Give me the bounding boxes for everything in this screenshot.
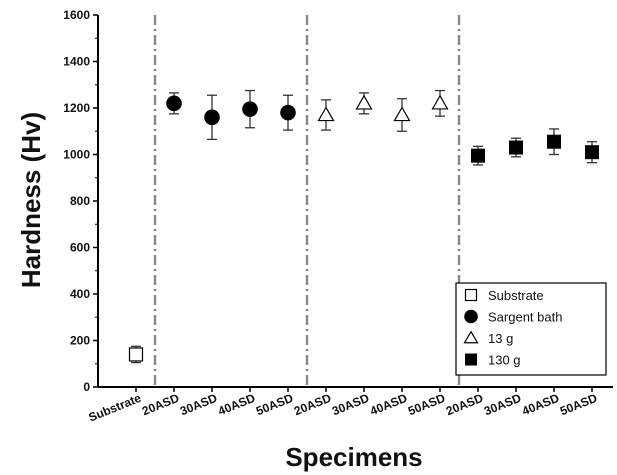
data-point [128,347,144,362]
data-point [471,148,485,163]
x-tick-label: 40ASD [520,391,561,419]
data-point [355,94,373,110]
x-tick-label: 20ASD [444,391,485,419]
data-point [509,140,523,155]
data-point [204,109,220,126]
x-tick-label: Substrate [87,391,144,425]
y-tick-label: 1400 [63,55,90,69]
x-tick-label: 40ASD [368,391,409,419]
y-tick-label: 200 [70,334,90,348]
legend-label: Sargent bath [488,310,562,325]
y-tick-label: 1200 [63,101,90,115]
x-axis-ticks: Substrate20ASD30ASD40ASD50ASD20ASD30ASD4… [87,387,599,425]
legend-label: 13 g [488,331,513,346]
x-tick-label: 50ASD [558,391,599,419]
data-points [128,89,599,364]
x-tick-label: 50ASD [254,391,295,419]
group-separators [153,15,461,387]
legend-marker [464,309,478,324]
x-axis-title: Specimens [285,442,422,472]
y-tick-label: 1600 [63,8,90,22]
y-tick-label: 400 [70,287,90,301]
legend-marker [464,288,478,302]
data-point [166,95,182,112]
legend-marker [465,353,477,366]
y-axis-ticks: 0 200 400 600 800 1000 1200 1400 1600 [63,8,98,394]
data-point [317,106,335,122]
legend: Substrate Sargent bath 13 g 130 g [455,282,607,376]
data-point [431,94,449,110]
y-axis-title: Hardness (Hv) [16,112,46,288]
x-tick-label: 40ASD [216,391,257,419]
x-tick-label: 30ASD [482,391,523,419]
y-tick-label: 1000 [63,148,90,162]
y-tick-label: 600 [70,241,90,255]
y-tick-label: 0 [83,380,90,394]
data-point [280,104,296,121]
x-tick-label: 50ASD [406,391,447,419]
legend-marker [463,330,479,344]
data-point [585,145,599,160]
x-tick-label: 20ASD [140,391,181,419]
legend-box [455,282,607,376]
legend-label: 130 g [488,353,521,368]
data-point [393,106,411,122]
legend-label: Substrate [488,288,544,303]
data-point [242,101,258,117]
x-tick-label: 20ASD [292,391,333,419]
y-tick-label: 800 [70,194,90,208]
x-tick-label: 30ASD [178,391,219,419]
x-tick-label: 30ASD [330,391,371,419]
data-point [547,134,561,149]
